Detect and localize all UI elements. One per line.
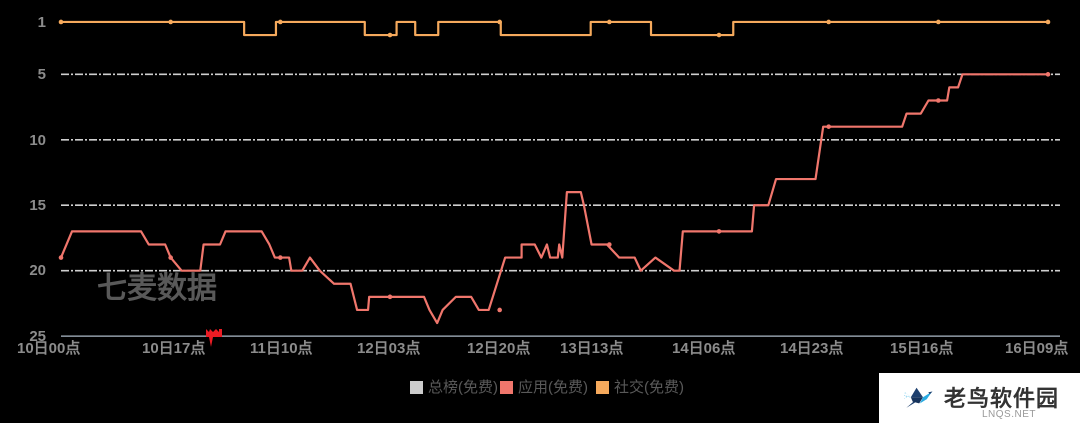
svg-text:13日13点: 13日13点: [560, 340, 623, 357]
svg-text:10日17点: 10日17点: [142, 340, 205, 357]
svg-text:总榜(免费): 总榜(免费): [428, 379, 498, 396]
svg-text:20: 20: [29, 262, 46, 279]
svg-text:12日20点: 12日20点: [467, 340, 530, 357]
svg-text:应用(免费): 应用(免费): [518, 378, 588, 396]
svg-text:1: 1: [38, 14, 46, 31]
svg-text:16日09点: 16日09点: [1005, 340, 1068, 357]
svg-text:15: 15: [29, 197, 46, 214]
svg-text:七麦数据: 七麦数据: [97, 272, 217, 305]
svg-text:10日00点: 10日00点: [17, 340, 80, 357]
svg-text:11日10点: 11日10点: [250, 340, 313, 357]
svg-text:社交(免费): 社交(免费): [614, 378, 684, 396]
svg-text:14日06点: 14日06点: [672, 340, 735, 357]
svg-text:14日23点: 14日23点: [780, 340, 843, 357]
svg-text:10: 10: [29, 132, 46, 149]
svg-text:5: 5: [38, 66, 46, 83]
svg-text:15日16点: 15日16点: [890, 340, 953, 357]
svg-text:12日03点: 12日03点: [357, 340, 420, 357]
